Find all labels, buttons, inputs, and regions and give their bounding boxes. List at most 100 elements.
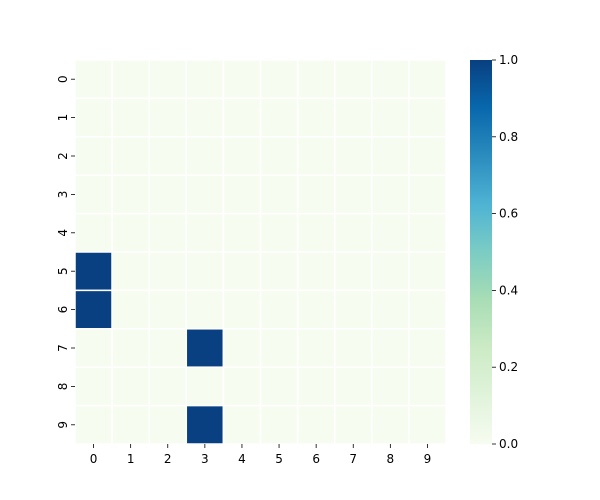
heatmap-cell-r9-c8: [371, 404, 410, 445]
heatmap-cell-r6-c8: [371, 289, 410, 330]
colorbar-tick-label: 0.4: [499, 283, 518, 297]
heatmap-cell-r1-c7: [333, 97, 373, 138]
heatmap-cell-r9-c3: [185, 404, 225, 445]
x-tick-label: 5: [275, 452, 283, 466]
heatmap-cell-r5-c5: [259, 251, 299, 292]
heatmap-cell-r6-c0: [74, 289, 113, 330]
heatmap-cell-r8-c1: [111, 366, 150, 407]
heatmap-cell-r4-c6: [296, 212, 336, 253]
heatmap-cell-r5-c9: [408, 251, 447, 292]
colorbar-tick-label: 0.6: [499, 207, 518, 221]
heatmap-cell-r4-c5: [259, 212, 299, 253]
heatmap-cell-r5-c6: [296, 251, 336, 292]
y-tick-label: 5: [56, 267, 70, 275]
heatmap-cell-r9-c7: [333, 404, 373, 445]
y-tick-label: 3: [56, 191, 70, 199]
heatmap-cell-r8-c9: [408, 366, 447, 407]
heatmap-cell-r5-c4: [222, 251, 262, 292]
y-tick-label: 7: [56, 344, 70, 352]
heatmap-cell-r8-c8: [371, 366, 410, 407]
heatmap-cell-r0-c7: [333, 59, 373, 100]
heatmap-cell-r4-c9: [408, 212, 447, 253]
heatmap-cell-r6-c7: [333, 289, 373, 330]
heatmap-cell-r3-c3: [185, 174, 225, 215]
heatmap-cell-r6-c6: [296, 289, 336, 330]
heatmap-cell-r3-c1: [111, 174, 150, 215]
heatmap-cell-r8-c2: [148, 366, 188, 407]
heatmap-cell-r7-c5: [259, 328, 299, 368]
heatmap-cell-r4-c8: [371, 212, 410, 253]
heatmap-cell-r9-c5: [259, 404, 299, 445]
colorbar-tick-label: 0.2: [499, 360, 518, 374]
heatmap-cell-r8-c5: [259, 366, 299, 407]
heatmap-cell-r3-c0: [74, 174, 113, 215]
y-tick-label: 6: [56, 306, 70, 314]
heatmap-cell-r7-c4: [222, 328, 262, 368]
heatmap-cell-r8-c7: [333, 366, 373, 407]
heatmap-cell-r3-c9: [408, 174, 447, 215]
heatmap-cell-r6-c5: [259, 289, 299, 330]
heatmap-cell-r4-c4: [222, 212, 262, 253]
heatmap-cell-r1-c0: [74, 97, 113, 138]
heatmap-cell-r3-c5: [259, 174, 299, 215]
heatmap-cell-r2-c8: [371, 136, 410, 176]
heatmap-cell-r8-c4: [222, 366, 262, 407]
heatmap-cell-r1-c4: [222, 97, 262, 138]
heatmap-cell-r4-c0: [74, 212, 113, 253]
y-tick-label: 9: [56, 421, 70, 429]
x-tick-label: 2: [164, 452, 172, 466]
heatmap-cell-r2-c0: [74, 136, 113, 176]
heatmap-cell-r6-c9: [408, 289, 447, 330]
heatmap-cell-r0-c1: [111, 59, 150, 100]
colorbar: 0.0 0.2 0.4 0.6 0.8 1.0: [470, 53, 518, 451]
heatmap-cell-r2-c9: [408, 136, 447, 176]
y-tick-label: 0: [56, 75, 70, 83]
heatmap-cell-r3-c2: [148, 174, 188, 215]
heatmap-cell-r4-c1: [111, 212, 150, 253]
heatmap-cell-r7-c0: [74, 328, 113, 368]
heatmap-cell-r5-c3: [185, 251, 225, 292]
heatmap-cell-r2-c1: [111, 136, 150, 176]
x-tick-label: 8: [387, 452, 395, 466]
heatmap-cell-r7-c7: [333, 328, 373, 368]
heatmap-cell-r2-c6: [296, 136, 336, 176]
colorbar-tick-label: 0.0: [499, 437, 518, 451]
x-axis: 0 1 2 3 4 5 6 7 8 9: [90, 444, 431, 466]
heatmap-cell-r9-c4: [222, 404, 262, 445]
heatmap-cell-r7-c2: [148, 328, 188, 368]
y-tick-label: 8: [56, 383, 70, 391]
heatmap-cell-r5-c8: [371, 251, 410, 292]
heatmap-cell-r6-c4: [222, 289, 262, 330]
heatmap-cell-r0-c4: [222, 59, 262, 100]
heatmap-cell-r3-c7: [333, 174, 373, 215]
heatmap-cell-r0-c6: [296, 59, 336, 100]
heatmap-cell-r9-c1: [111, 404, 150, 445]
heatmap-cell-r7-c9: [408, 328, 447, 368]
heatmap-cell-r4-c2: [148, 212, 188, 253]
heatmap-cell-r3-c4: [222, 174, 262, 215]
heatmap-cell-r2-c4: [222, 136, 262, 176]
heatmap-cell-r1-c2: [148, 97, 188, 138]
heatmap-cell-r3-c8: [371, 174, 410, 215]
heatmap-cell-r5-c1: [111, 251, 150, 292]
x-tick-label: 4: [238, 452, 246, 466]
heatmap-cell-r9-c9: [408, 404, 447, 445]
y-tick-label: 1: [56, 114, 70, 122]
x-tick-label: 1: [127, 452, 135, 466]
heatmap-cell-r2-c7: [333, 136, 373, 176]
y-axis: 0 1 2 3 4 5 6 7 8 9: [56, 75, 75, 429]
heatmap-cell-r0-c3: [185, 59, 225, 100]
heatmap-cell-r4-c3: [185, 212, 225, 253]
colorbar-gradient: [470, 60, 492, 444]
heatmap-cell-r1-c8: [371, 97, 410, 138]
heatmap-cell-r2-c5: [259, 136, 299, 176]
heatmap-cell-r6-c3: [185, 289, 225, 330]
y-tick-label: 4: [56, 229, 70, 237]
heatmap-cell-r0-c5: [259, 59, 299, 100]
heatmap-cell-r4-c7: [333, 212, 373, 253]
heatmap-cell-r8-c6: [296, 366, 336, 407]
heatmap-cell-r2-c3: [185, 136, 225, 176]
heatmap-cell-r1-c3: [185, 97, 225, 138]
heatmap-cell-r5-c7: [333, 251, 373, 292]
heatmap-cell-r0-c8: [371, 59, 410, 100]
